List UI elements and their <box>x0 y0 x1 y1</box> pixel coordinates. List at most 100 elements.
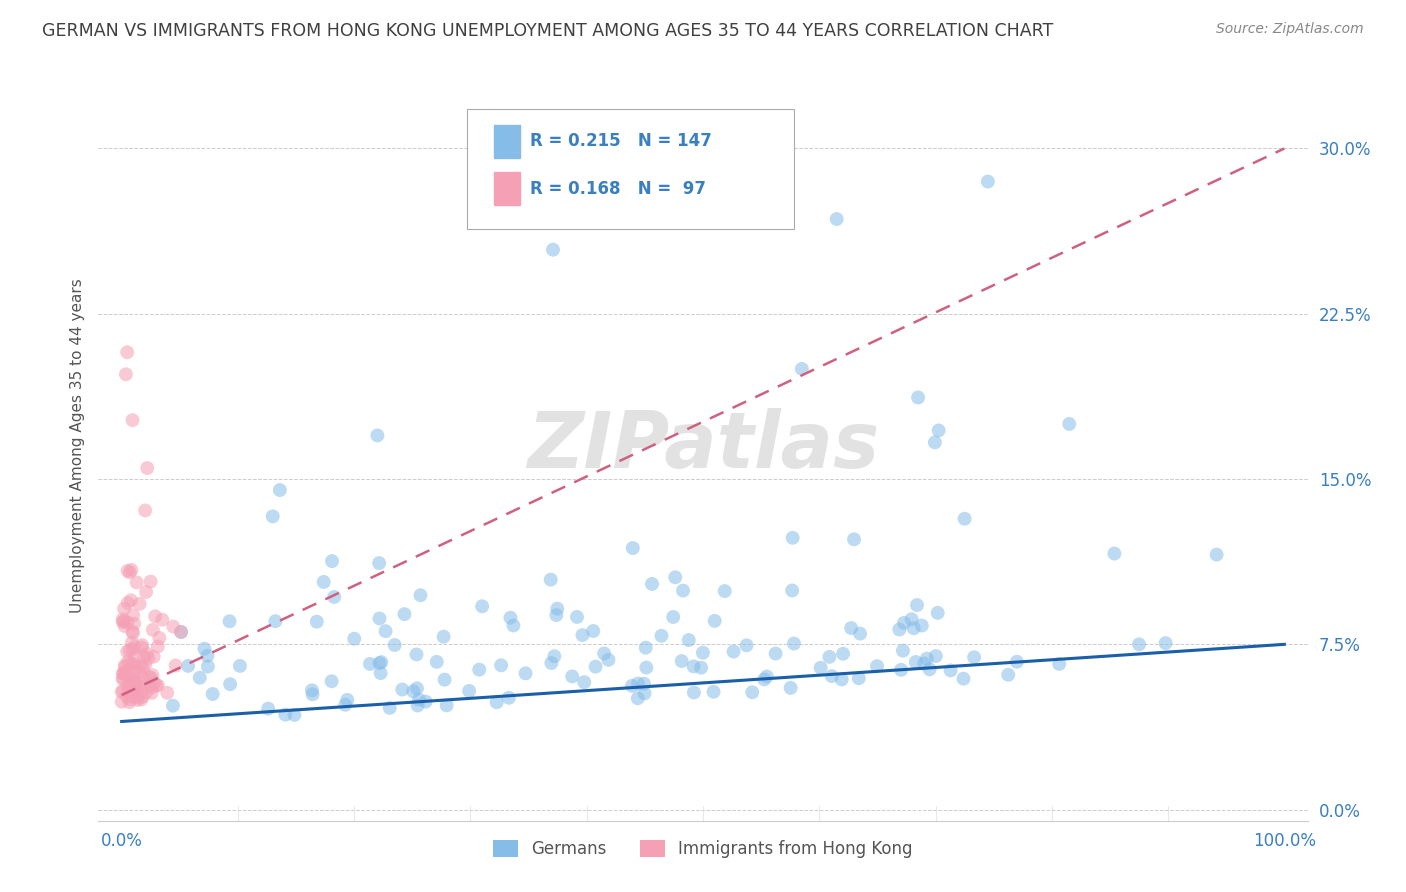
Point <box>127 690 149 705</box>
Point <box>458 684 481 698</box>
Point <box>121 642 143 657</box>
Point <box>515 666 537 681</box>
Point <box>145 678 167 692</box>
Point <box>821 669 844 683</box>
Point <box>1005 655 1028 669</box>
Point <box>111 684 134 698</box>
Bar <box>494 172 520 205</box>
Point <box>1205 548 1227 562</box>
Point <box>170 624 193 639</box>
Point <box>485 695 508 709</box>
Point <box>188 671 211 685</box>
Text: R = 0.168   N =  97: R = 0.168 N = 97 <box>530 179 706 198</box>
Point <box>911 618 934 632</box>
Point <box>127 687 149 701</box>
Point <box>112 614 135 628</box>
Point <box>115 644 138 658</box>
Point <box>953 512 976 526</box>
Point <box>831 673 853 687</box>
Point <box>565 610 588 624</box>
Point <box>810 661 832 675</box>
Point <box>132 661 155 675</box>
Y-axis label: Unemployment Among Ages 35 to 44 years: Unemployment Among Ages 35 to 44 years <box>69 278 84 614</box>
Point <box>627 691 650 706</box>
Point <box>142 623 165 637</box>
Point <box>141 681 163 695</box>
Point <box>111 615 134 629</box>
Point <box>121 624 143 639</box>
Point <box>866 659 889 673</box>
Point <box>114 658 136 673</box>
Point <box>114 666 136 681</box>
Point <box>650 629 672 643</box>
Point <box>384 638 406 652</box>
Point <box>426 655 449 669</box>
Point <box>122 608 145 623</box>
Point <box>124 649 146 664</box>
Point <box>713 584 735 599</box>
Point <box>128 597 150 611</box>
Point <box>219 677 242 691</box>
Point <box>406 681 429 696</box>
Point <box>499 610 522 624</box>
Point <box>1047 657 1070 671</box>
Point <box>893 615 915 630</box>
Point <box>755 669 778 683</box>
Point <box>141 686 163 700</box>
Point <box>370 655 392 669</box>
Point <box>117 615 139 630</box>
Point <box>112 666 135 681</box>
Point <box>664 570 686 584</box>
Point <box>378 701 401 715</box>
Point <box>131 690 153 704</box>
Point <box>120 678 142 692</box>
Point <box>402 684 425 698</box>
Point <box>471 599 494 614</box>
Point <box>131 638 153 652</box>
Point <box>142 649 165 664</box>
Point <box>134 503 156 517</box>
Point <box>129 658 152 673</box>
Point <box>162 698 184 713</box>
Point <box>692 646 714 660</box>
Point <box>890 663 912 677</box>
Point <box>112 601 135 615</box>
Point <box>114 619 136 633</box>
Point <box>111 685 134 699</box>
Point <box>546 601 568 615</box>
Point <box>368 556 391 570</box>
Point <box>146 640 169 654</box>
Point <box>136 461 159 475</box>
Point <box>842 533 865 547</box>
Point <box>918 662 941 676</box>
Point <box>627 676 650 690</box>
Point <box>405 648 427 662</box>
Point <box>121 635 143 649</box>
Point <box>117 678 139 692</box>
Point <box>915 651 938 665</box>
Point <box>368 611 391 625</box>
Point <box>122 626 145 640</box>
Text: ZIPatlas: ZIPatlas <box>527 408 879 484</box>
Point <box>146 678 169 692</box>
Point <box>540 656 562 670</box>
Point <box>125 660 148 674</box>
Point <box>257 701 280 715</box>
Point <box>122 640 145 654</box>
Point <box>121 665 143 679</box>
Point <box>335 698 357 712</box>
Point <box>374 624 396 639</box>
Point <box>115 690 138 704</box>
Point <box>148 631 170 645</box>
Point <box>165 658 187 673</box>
Point <box>143 609 166 624</box>
Point <box>264 614 287 628</box>
Point <box>571 628 593 642</box>
Point <box>114 665 136 680</box>
Point <box>359 657 381 671</box>
Point <box>274 707 297 722</box>
Point <box>193 641 215 656</box>
Point <box>394 607 416 621</box>
Point <box>662 610 685 624</box>
Point <box>368 656 391 670</box>
